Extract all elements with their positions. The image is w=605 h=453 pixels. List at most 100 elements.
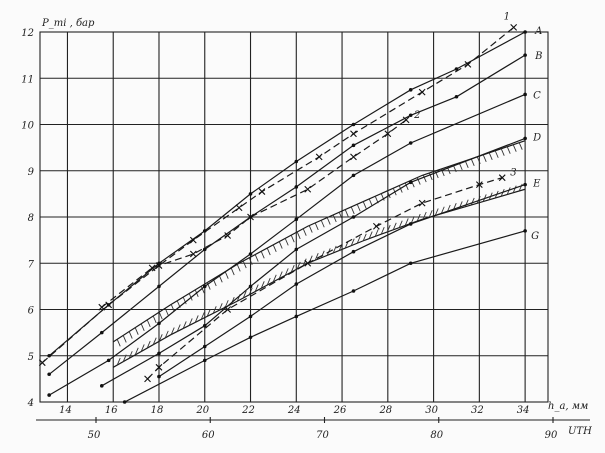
hatch-upper-mark [416,177,421,185]
cross-stroke-b [105,301,113,309]
hatch-lower-mark [296,261,301,270]
cross-stroke-b [189,250,197,258]
hatch-upper-mark [332,214,337,223]
hatch-upper-mark [320,220,325,228]
cross-stroke-b [98,303,106,311]
cross-2-7 [384,130,392,138]
hatch-lower-mark [224,300,229,308]
hatch-lower-mark [254,284,259,292]
cross-stroke-b [315,153,323,161]
point-C-6 [351,173,356,178]
series-labels: A B C D E G 1 2 3 [413,11,542,242]
x-top-tick-30: 30 [425,405,438,416]
point-C-5 [294,217,299,222]
y-tick-4: 4 [27,398,34,409]
x-bottom-tick-50: 50 [88,430,101,441]
hatch-upper-mark [314,222,319,231]
point-A-5 [294,159,299,164]
point-C-1 [106,358,111,363]
hatch-lower-mark [512,185,517,193]
cross-stroke-b [258,188,266,195]
y-tick-8: 8 [28,213,34,224]
x-bottom-tick-60: 60 [202,430,215,441]
hatch-lower-mark [206,309,211,317]
cross-3-0 [144,375,151,383]
y-tick-labels: 4 5 6 7 8 9 10 11 12 [21,28,34,409]
series-line-2 [101,119,407,308]
hatch-upper-mark [368,198,373,207]
point-G-5 [408,261,413,266]
x-top-tick-labels: 14 16 18 20 22 24 26 28 30 32 34 [59,405,529,416]
point-E-5 [408,222,413,226]
x-top-tick-22: 22 [241,405,255,416]
hatch-lower-mark [116,357,121,366]
hatch-lower-mark [416,213,421,222]
point-A-3 [202,229,207,233]
point-B-1 [99,330,104,335]
hatch-upper-mark [356,204,361,212]
series-label-2: 2 [413,110,420,121]
hatch-upper-mark [248,257,253,265]
hatch-upper-mark [296,231,301,240]
cross-2-4 [247,213,254,221]
x-top-tick-16: 16 [105,405,118,416]
point-G-2 [248,335,253,340]
hatch-lower-mark [374,229,379,237]
hatch-upper-mark [506,146,511,154]
y-axis-label: P_mi , бар [41,18,95,29]
hatch-upper-mark [266,247,271,256]
cross-stroke-b [498,174,506,182]
hatch-lower-mark [350,238,355,246]
hatch-lower-mark [332,245,337,254]
hatch-lower-mark [212,306,217,314]
point-C-8 [523,92,527,97]
cross-1-9 [464,60,472,68]
cross-1-8 [418,88,426,96]
x-top-tick-28: 28 [378,405,392,416]
hatch-upper-mark [116,339,121,347]
x-bottom-tick-90: 90 [545,430,558,441]
x-top-axis-label: h_a, мм [548,401,588,412]
point-D-6 [408,180,413,185]
hatch-upper-mark [230,267,235,276]
hatch-upper-mark [254,254,259,262]
point-D-2 [202,323,207,328]
cross-2-0 [98,303,106,311]
cross-stroke-b [155,262,163,269]
cross-stroke-b [304,259,312,267]
x-top-tick-14: 14 [59,405,72,416]
point-A-7 [408,88,413,92]
cross-stroke-b [350,153,357,161]
hatch-upper-mark [164,308,169,316]
x-top-tick-24: 24 [287,405,301,416]
series-label-B: B [534,51,542,62]
hatch-lower-mark [128,351,133,359]
point-B-5 [294,185,299,189]
series-line-A [48,31,526,357]
cross-3-2 [224,306,232,313]
series-label-D: D [532,132,541,143]
cross-1-3 [189,236,197,244]
point-E-4 [351,249,356,254]
hatch-lower-mark [218,303,223,311]
hatch-lower-mark [194,315,199,323]
hatch-upper-mark [362,201,367,209]
cross-1-6 [315,153,323,161]
y-tick-6: 6 [28,306,35,317]
hatch-lower-mark [470,197,475,206]
hatch-upper-mark [224,271,229,279]
y-tick-5: 5 [28,352,34,363]
cross-2-8 [402,116,410,124]
hatch-upper-mark [302,228,307,236]
point-A-4 [248,192,253,196]
band-upper-edge [112,140,526,343]
cross-3-1 [155,363,163,371]
series-label-C: C [533,90,541,101]
hatch-lower-mark [380,227,385,235]
hatch-upper-mark [188,293,193,301]
point-G-3 [294,314,299,319]
cross-1-4 [235,204,243,212]
hatch-upper-mark [422,174,427,183]
hatch-upper-mark [398,185,403,193]
hatch-lower-mark [506,187,511,195]
